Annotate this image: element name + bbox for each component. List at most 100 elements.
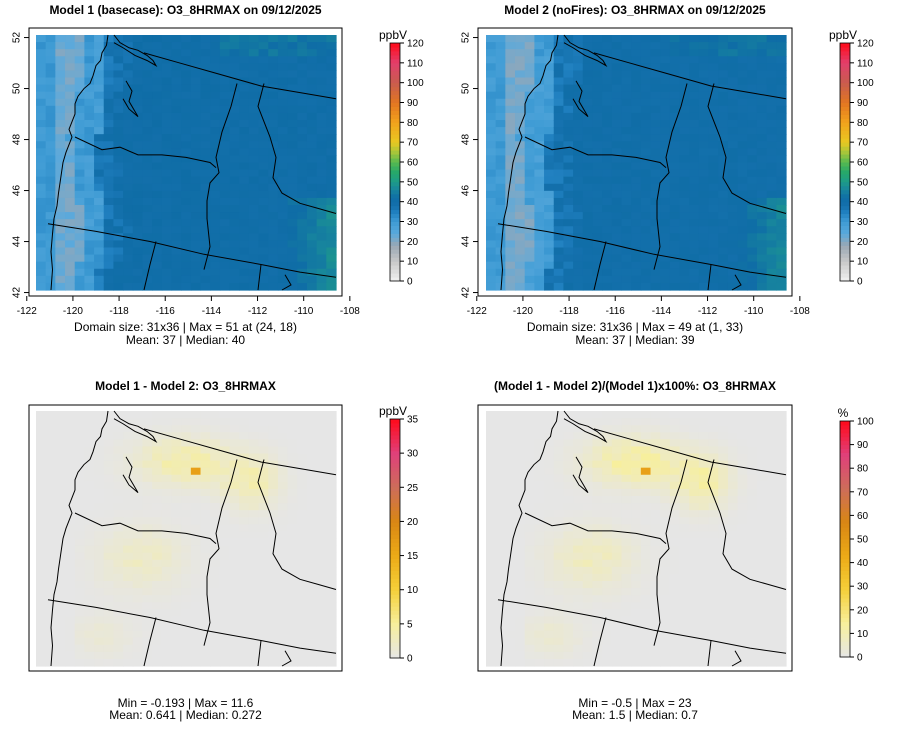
heatmap-cell [553, 481, 565, 490]
heatmap-cell [766, 226, 777, 234]
heatmap-cell [316, 581, 327, 589]
y-tick-label: 48 [12, 134, 23, 146]
heatmap-cell [326, 588, 337, 596]
heatmap-cell [229, 481, 240, 490]
heatmap-cell [737, 446, 748, 455]
heatmap-cell [306, 197, 318, 206]
heatmap-cell [660, 197, 671, 206]
heatmap-cell [132, 573, 144, 582]
heatmap-cell [698, 63, 710, 72]
x-tick-label: -110 [294, 306, 314, 317]
heatmap-cell [161, 120, 173, 128]
heatmap-cell [219, 162, 231, 171]
heatmap-cell [563, 510, 574, 518]
heatmap-cell [171, 623, 182, 632]
heatmap-cell [611, 616, 623, 625]
heatmap-cell [268, 212, 279, 220]
heatmap-cell [200, 552, 211, 561]
heatmap-cell [94, 446, 105, 455]
heatmap-cell [650, 559, 661, 568]
x-tick-label: -122 [17, 306, 37, 317]
heatmap-cell [756, 439, 768, 448]
heatmap-cell [505, 70, 516, 79]
colorbar-tick-label: 30 [407, 449, 419, 460]
heatmap-cell [219, 77, 231, 86]
heatmap-cell [316, 141, 327, 149]
heatmap-cell [553, 148, 565, 157]
heatmap-cell [592, 148, 603, 157]
heatmap-cell [708, 77, 719, 86]
heatmap-cell [708, 205, 719, 213]
heatmap-cell [36, 77, 47, 86]
heatmap-cell [123, 84, 134, 93]
colorbar-swatch [390, 434, 400, 440]
heatmap-cell [210, 425, 221, 433]
heatmap-cell [326, 134, 337, 142]
heatmap-cell [679, 545, 690, 554]
colorbar-swatch [840, 62, 850, 68]
heatmap-cell [306, 282, 318, 291]
heatmap-cell [621, 134, 632, 142]
heatmap-cell [123, 467, 134, 476]
heatmap-cell [210, 77, 221, 86]
colorbar-swatch [390, 229, 400, 234]
heatmap-cell [544, 134, 555, 142]
heatmap-cell [689, 268, 700, 277]
colorbar-swatch [390, 217, 400, 222]
heatmap-cell [297, 566, 308, 575]
heatmap-cell [602, 49, 613, 57]
heatmap-cell [171, 112, 182, 121]
colorbar-swatch [840, 645, 850, 650]
heatmap-cell [708, 169, 719, 178]
heatmap-cell [210, 595, 221, 603]
heatmap-cell [316, 282, 327, 291]
heatmap-cell [505, 42, 516, 50]
heatmap-cell [495, 63, 506, 72]
heatmap-cell [621, 268, 632, 277]
heatmap-cell [306, 446, 318, 455]
heatmap-cell [747, 98, 758, 107]
heatmap-cell [306, 56, 318, 64]
heatmap-cell [650, 439, 661, 448]
heatmap-cell [74, 524, 85, 533]
heatmap-cell [152, 254, 163, 263]
heatmap-cell [229, 261, 240, 270]
heatmap-cell [689, 226, 700, 234]
heatmap-cell [123, 77, 134, 86]
heatmap-cell [123, 588, 134, 596]
heatmap-cell [142, 134, 153, 142]
heatmap-cell [142, 545, 153, 554]
heatmap-cell [747, 212, 758, 220]
heatmap-cell [219, 226, 231, 234]
heatmap-cell [563, 155, 574, 164]
heatmap-cell [524, 197, 535, 206]
heatmap-cell [190, 559, 202, 568]
heatmap-cell [708, 134, 719, 142]
heatmap-cell [660, 566, 671, 575]
heatmap-cell [582, 63, 594, 72]
heatmap-cell [602, 240, 613, 249]
heatmap-cell [229, 127, 240, 135]
heatmap-cell [229, 439, 240, 448]
heatmap-cell [152, 616, 163, 625]
heatmap-cell [142, 559, 153, 568]
heatmap-cell [142, 432, 153, 440]
heatmap-cell [229, 254, 240, 263]
heatmap-cell [190, 602, 202, 610]
heatmap-cell [297, 42, 308, 50]
heatmap-cell [718, 162, 729, 171]
heatmap-cell [103, 219, 115, 227]
heatmap-cell [505, 467, 516, 476]
heatmap-cell [161, 510, 173, 518]
heatmap-cell [737, 42, 748, 50]
x-tick-label: -108 [340, 306, 360, 317]
heatmap-cell [200, 226, 211, 234]
heatmap-cell [766, 141, 777, 149]
heatmap-cell [210, 588, 221, 596]
heatmap-cell [161, 275, 173, 284]
heatmap-cell [219, 197, 231, 206]
heatmap-cell [94, 219, 105, 227]
heatmap-cell [573, 127, 584, 135]
heatmap-cell [74, 418, 85, 426]
